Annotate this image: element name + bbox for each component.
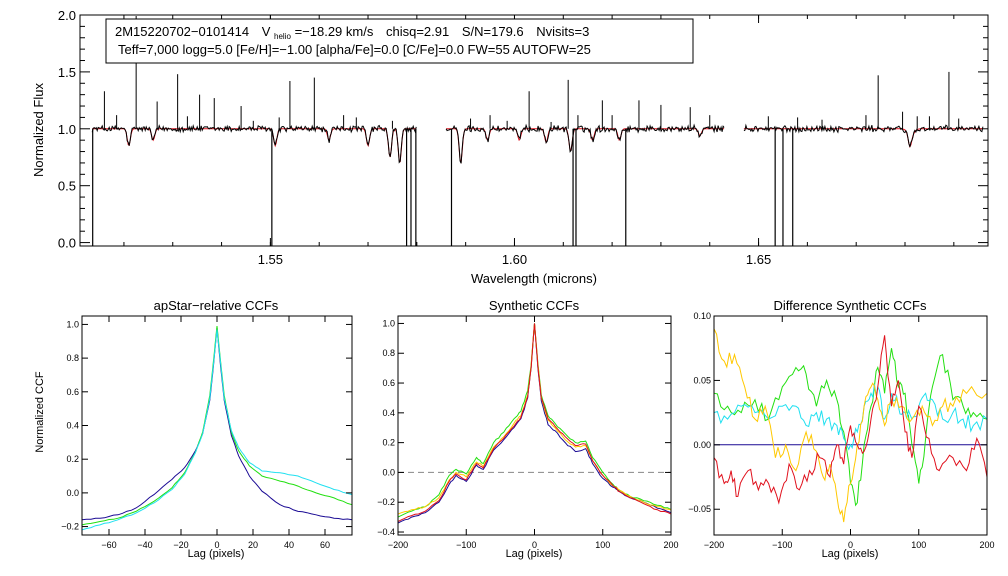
info-v-sub: helio (274, 32, 291, 41)
spectrum-model-segment (446, 128, 725, 164)
synthetic-ccf-ytick-label: 0.6 (382, 378, 395, 388)
apstar-ccf-series-visit-2 (81, 326, 353, 526)
synthetic-ccf-series-synthetic-1 (397, 323, 672, 524)
info-line-2: Teff=7,000 logg=5.0 [Fe/H]=−1.00 [alpha/… (118, 42, 591, 57)
spectrum-model-segment (92, 128, 417, 163)
spectrum-ytick-label: 0.0 (58, 236, 76, 251)
synthetic-ccf-panel: Synthetic CCFs −200 −100 0 100 200 −0.4 −0.2 0.… (377, 298, 678, 560)
synthetic-ccf-xtick-label: 100 (595, 540, 610, 550)
synthetic-ccf-series-synthetic-3 (397, 323, 672, 515)
difference-ccf-series-diff-5 (713, 335, 988, 505)
apstar-ccf-xtick-label: −20 (173, 540, 188, 550)
spectrum-frame (79, 14, 989, 247)
spectrum-ytick-label: 0.5 (58, 179, 76, 194)
info-snr: S/N=179.6 (462, 24, 524, 39)
synthetic-ccf-series-synthetic-2 (397, 323, 672, 518)
spectrum-ylabel: Normalized Flux (31, 83, 46, 177)
difference-ccf-series-diff-2 (713, 348, 988, 507)
synthetic-ccf-ytick-label: 1.0 (382, 318, 395, 328)
difference-ccf-ytick-label: 0.05 (693, 375, 711, 385)
difference-ccf-ytick-label: 0.00 (693, 440, 711, 450)
synthetic-ccf-xlabel: Lag (pixels) (506, 548, 563, 560)
apstar-ccf-ytick-label: 0.8 (66, 353, 79, 363)
synthetic-ccf-xtick-label: −100 (456, 540, 476, 550)
difference-ccf-xtick-label: 200 (979, 540, 994, 550)
apstar-ccf-ylabel: Normalized CCF (34, 371, 46, 453)
difference-ccf-xlabel: Lag (pixels) (822, 548, 879, 560)
apstar-ccf-xtick-label: 60 (320, 540, 330, 550)
spectrum-ytick-label: 1.5 (58, 65, 76, 80)
spectrum-model-segment (743, 128, 983, 148)
apstar-ccf-ytick-label: 0.2 (66, 454, 79, 464)
difference-ccf-series-diff-3 (713, 384, 988, 451)
synthetic-ccf-series-synthetic-4 (397, 323, 672, 523)
info-box: 2M15220702−0101414 V helio =−18.29 km/s … (105, 18, 694, 64)
apstar-ccf-xlabel: Lag (pixels) (188, 548, 245, 560)
apstar-ccf-ytick-label: 0.4 (66, 421, 79, 431)
synthetic-ccf-frame (397, 315, 672, 536)
difference-ccf-plot: −200 −100 0 100 200 −0.05 0.00 0.05 0.10 (688, 311, 994, 550)
synthetic-ccf-plot: −200 −100 0 100 200 −0.4 −0.2 0.0 0.2 0.4 0.6 0.8 1.… (377, 316, 679, 550)
spectrum-observed-segment (91, 123, 417, 164)
spectrum-panel: 1.55 1.60 1.65 0.0 0.5 1.0 1.5 2.0 2M15220702−0… (31, 8, 989, 286)
info-box-frame (105, 18, 694, 64)
synthetic-ccf-ytick-label: 0.8 (382, 348, 395, 358)
apstar-ccf-ytick-label: 0.6 (66, 387, 79, 397)
difference-ccf-xtick-label: −200 (704, 540, 724, 550)
synthetic-ccf-title: Synthetic CCFs (489, 298, 580, 313)
info-v-prefix: V (262, 24, 271, 39)
apstar-ccf-frame (81, 315, 353, 536)
synthetic-ccf-ytick-label: 0.0 (382, 467, 395, 477)
spectrum-model (92, 128, 983, 164)
apstar-ccf-xtick-label: 20 (248, 540, 258, 550)
synthetic-ccf-xtick-label: 200 (663, 540, 678, 550)
synthetic-ccf-ytick-label: −0.4 (377, 527, 395, 537)
difference-ccf-series-diff-4 (713, 328, 988, 523)
synthetic-ccf-ytick-label: 0.2 (382, 438, 395, 448)
spectrum-xtick-label: 1.60 (502, 252, 527, 267)
apstar-ccf-ytick-label: −0.2 (61, 522, 79, 532)
info-v-value: =−18.29 km/s (295, 24, 374, 39)
difference-ccf-frame (713, 315, 988, 536)
synthetic-ccf-ytick-label: −0.2 (377, 497, 395, 507)
apstar-ccf-series-visit-3 (81, 329, 353, 531)
difference-ccf-panel: Difference Synthetic CCFs −200 −100 0 100 20… (688, 298, 994, 560)
info-line-1: 2M15220702−0101414 V helio =−18.29 km/s … (115, 24, 589, 42)
info-nvisits: Nvisits=3 (536, 24, 589, 39)
apstar-ccf-title: apStar−relative CCFs (154, 298, 279, 313)
info-chisq: chisq=2.91 (386, 24, 449, 39)
difference-ccf-xtick-label: 0 (848, 540, 853, 550)
spectrum-xlabel: Wavelength (microns) (471, 271, 597, 286)
spectrum-xtick-label: 1.55 (258, 252, 283, 267)
spectrum-ytick-label: 2.0 (58, 8, 76, 23)
difference-ccf-ytick-label: −0.05 (688, 504, 711, 514)
difference-ccf-ytick-label: 0.10 (693, 311, 711, 321)
apstar-ccf-xtick-label: −60 (101, 540, 116, 550)
spectrum-observed (91, 16, 984, 246)
difference-ccf-xtick-label: 100 (911, 540, 926, 550)
apstar-ccf-panel: apStar−relative CCFs −60 −40 −20 0 20 40 60 −0.… (34, 298, 353, 560)
apstar-ccf-ytick-label: 0.0 (66, 488, 79, 498)
apstar-ccf-plot: −60 −40 −20 0 20 40 60 −0.2 0.0 0.2 0.4 0.6 0.8 1.0 (61, 316, 353, 550)
info-star-id: 2M15220702−0101414 (115, 24, 249, 39)
spectrum-xtick-label: 1.65 (746, 252, 771, 267)
spectrum-observed-segment (445, 123, 725, 164)
spectrum-ytick-label: 1.0 (58, 122, 76, 137)
synthetic-ccf-ytick-label: 0.4 (382, 408, 395, 418)
synthetic-ccf-xtick-label: −200 (388, 540, 408, 550)
apstar-ccf-ytick-label: 1.0 (66, 319, 79, 329)
apstar-ccf-xtick-label: 40 (284, 540, 294, 550)
apstar-ccf-xtick-label: −40 (137, 540, 152, 550)
apstar-ccf-xtick-label: 0 (214, 540, 219, 550)
spectrum-observed-segment (743, 123, 984, 148)
spectrum-ticks: 1.55 1.60 1.65 0.0 0.5 1.0 1.5 2.0 (58, 8, 988, 267)
difference-ccf-title: Difference Synthetic CCFs (774, 298, 927, 313)
difference-ccf-xtick-label: −100 (772, 540, 792, 550)
synthetic-ccf-xtick-label: 0 (532, 540, 537, 550)
